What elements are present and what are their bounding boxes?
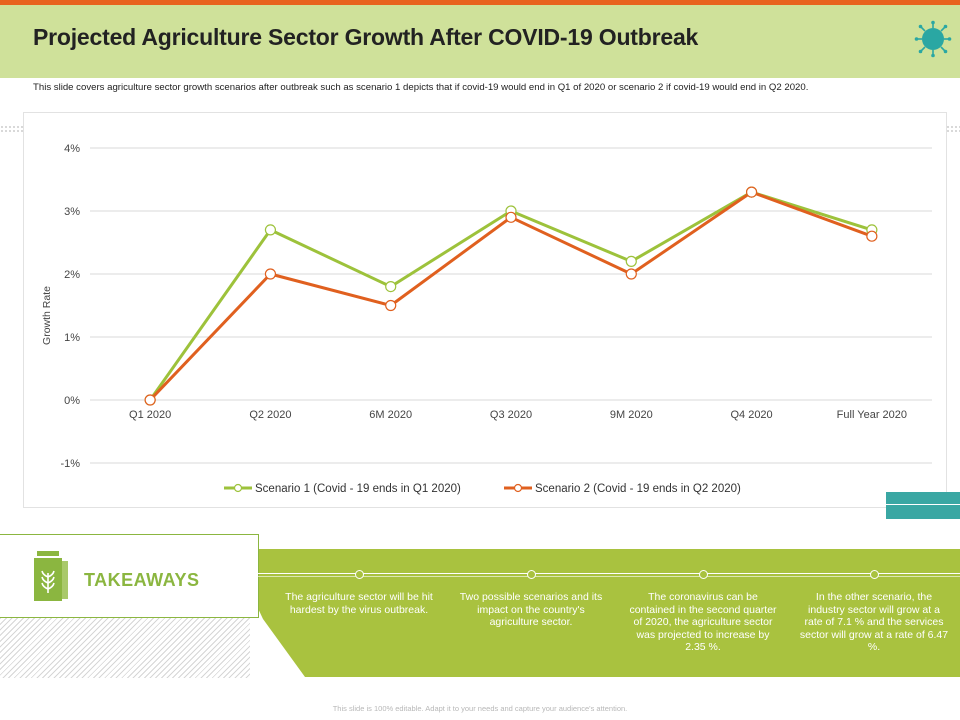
timeline-dot	[699, 570, 708, 579]
legend-entry: Scenario 2 (Covid - 19 ends in Q2 2020)	[535, 483, 741, 495]
y-tick-label: 1%	[64, 332, 80, 344]
timeline-line	[246, 573, 960, 574]
takeaways-title: TAKEAWAYS	[84, 570, 200, 590]
y-tick-label: 4%	[64, 143, 80, 155]
top-accent-bar	[0, 0, 960, 5]
series-2-point	[264, 268, 277, 280]
y-axis-label: Growth Rate	[41, 286, 53, 345]
x-tick-label: Q3 2020	[490, 409, 532, 421]
series-line-2	[149, 190, 873, 402]
timeline-dot	[527, 570, 536, 579]
series-2-point	[866, 230, 878, 242]
timeline-dot	[355, 570, 364, 579]
x-tick-label: Full Year 2020	[837, 409, 907, 421]
series-2-point	[385, 299, 397, 312]
series-line-1	[148, 190, 873, 401]
hatched-decoration	[0, 618, 250, 678]
page-title: Projected Agriculture Sector Growth Afte…	[33, 24, 699, 50]
header-band	[0, 5, 960, 78]
dotted-band-right	[946, 125, 960, 132]
y-tick-label: 0%	[64, 395, 80, 407]
x-tick-label: 6M 2020	[369, 409, 412, 421]
series-2-point	[505, 211, 517, 223]
timeline-dot	[870, 570, 879, 579]
dotted-band-left	[0, 125, 23, 132]
footer-note: This slide is 100% editable. Adapt it to…	[332, 704, 628, 713]
x-tick-label: Q1 2020	[129, 409, 171, 421]
timeline-line-secondary	[246, 576, 960, 577]
takeaways-panel	[230, 549, 960, 677]
series-2-point	[625, 268, 637, 280]
legend-swatch-marker	[233, 483, 243, 493]
x-tick-label: 9M 2020	[610, 409, 653, 421]
legend-entry: Scenario 1 (Covid - 19 ends in Q1 2020)	[255, 483, 461, 495]
x-tick-label: Q2 2020	[249, 409, 291, 421]
series-2-point	[745, 186, 758, 198]
y-tick-label: 3%	[64, 206, 80, 218]
agriculture-bag-icon	[34, 551, 68, 601]
x-tick-label: Q4 2020	[730, 409, 772, 421]
takeaway-point-2: Two possible scenarios and its impact on…	[459, 591, 603, 628]
takeaway-point-1: The agriculture sector will be hit harde…	[285, 591, 433, 616]
chart-container: -1% 0% 1% 2% 3% 4% Q1 2020 Q2 2020 6M 2020 Q3 202…	[23, 112, 947, 508]
y-tick-label: -1%	[60, 458, 80, 470]
series-2-point	[144, 394, 156, 406]
teal-accent-tab	[886, 492, 960, 519]
virus-icon	[914, 20, 952, 58]
takeaway-point-4: In the other scenario, the industry sect…	[799, 591, 949, 653]
takeaway-point-3: The coronavirus can be contained in the …	[629, 591, 777, 653]
series-1-point	[385, 281, 397, 293]
y-tick-label: 2%	[64, 269, 80, 281]
slide-subtitle: This slide covers agriculture sector gro…	[33, 82, 809, 93]
series-1-point	[264, 224, 277, 236]
legend-swatch-marker	[513, 483, 523, 493]
growth-line-chart: -1% 0% 1% 2% 3% 4% Q1 2020 Q2 2020 6M 2020 Q3 202…	[41, 143, 932, 495]
series-1-point	[625, 255, 637, 267]
